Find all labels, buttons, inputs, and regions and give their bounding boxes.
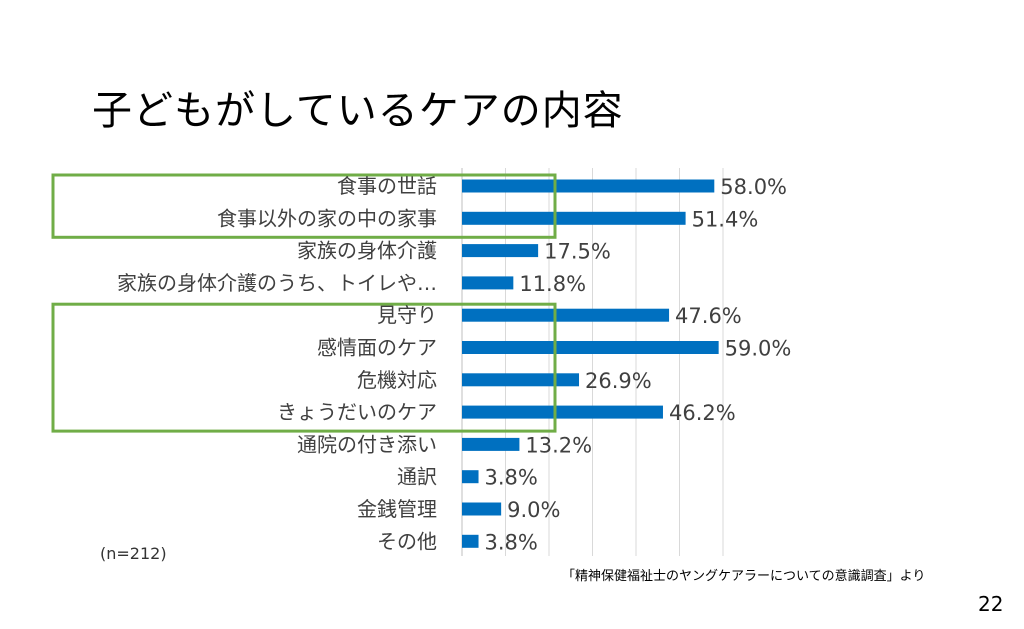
bar bbox=[462, 211, 686, 225]
category-label: 感情面のケア bbox=[317, 336, 437, 360]
value-labels: 58.0% 51.4% 17.5% 11.8% 47.6% 59.0% 26.9% 46.2%… bbox=[485, 175, 792, 554]
source-citation: 「精神保健福祉士のヤングケアラーについての意識調査」より bbox=[562, 569, 926, 584]
value-label: 13.2% bbox=[525, 433, 592, 457]
category-label: 通訳 bbox=[397, 465, 437, 489]
sample-size-note: (n=212) bbox=[100, 544, 167, 563]
category-label: 家族の身体介護 bbox=[297, 239, 437, 263]
bar bbox=[462, 276, 514, 290]
chart-bars bbox=[462, 179, 719, 548]
page-number: 22 bbox=[978, 592, 1004, 616]
category-label: 食事以外の家の中の家事 bbox=[217, 206, 437, 230]
bar bbox=[462, 341, 719, 354]
category-label: きょうだいのケア bbox=[277, 400, 437, 424]
value-label: 3.8% bbox=[485, 530, 538, 554]
category-label: 家族の身体介護のうち、トイレや… bbox=[117, 271, 437, 295]
value-label: 51.4% bbox=[692, 207, 759, 231]
value-label: 58.0% bbox=[720, 175, 787, 199]
category-label: 食事の世話 bbox=[337, 174, 437, 198]
bar bbox=[462, 534, 479, 548]
value-label: 3.8% bbox=[485, 466, 538, 490]
bar bbox=[462, 308, 670, 322]
value-label: 26.9% bbox=[585, 369, 652, 393]
bar bbox=[462, 405, 663, 419]
chart-gridlines bbox=[461, 168, 724, 556]
page-title: 子どもがしているケアの内容 bbox=[92, 88, 624, 134]
highlight-boxes bbox=[51, 173, 557, 433]
bar bbox=[462, 244, 539, 258]
category-label: 見守り bbox=[377, 303, 437, 327]
category-label: 通院の付き添い bbox=[297, 432, 437, 456]
value-label: 47.6% bbox=[675, 304, 742, 328]
category-label: その他 bbox=[377, 529, 437, 553]
value-label: 9.0% bbox=[507, 498, 560, 522]
bar bbox=[462, 179, 715, 193]
bar bbox=[462, 470, 479, 484]
category-label: 金銭管理 bbox=[357, 497, 437, 521]
bar bbox=[462, 437, 520, 451]
value-label: 59.0% bbox=[725, 337, 792, 361]
bar bbox=[462, 502, 502, 516]
value-label: 46.2% bbox=[669, 401, 736, 425]
category-label: 危機対応 bbox=[357, 368, 437, 392]
bar bbox=[462, 373, 580, 387]
value-label: 11.8% bbox=[519, 272, 586, 296]
highlight-box bbox=[51, 302, 557, 433]
highlight-box bbox=[51, 173, 557, 239]
value-label: 17.5% bbox=[544, 240, 611, 264]
